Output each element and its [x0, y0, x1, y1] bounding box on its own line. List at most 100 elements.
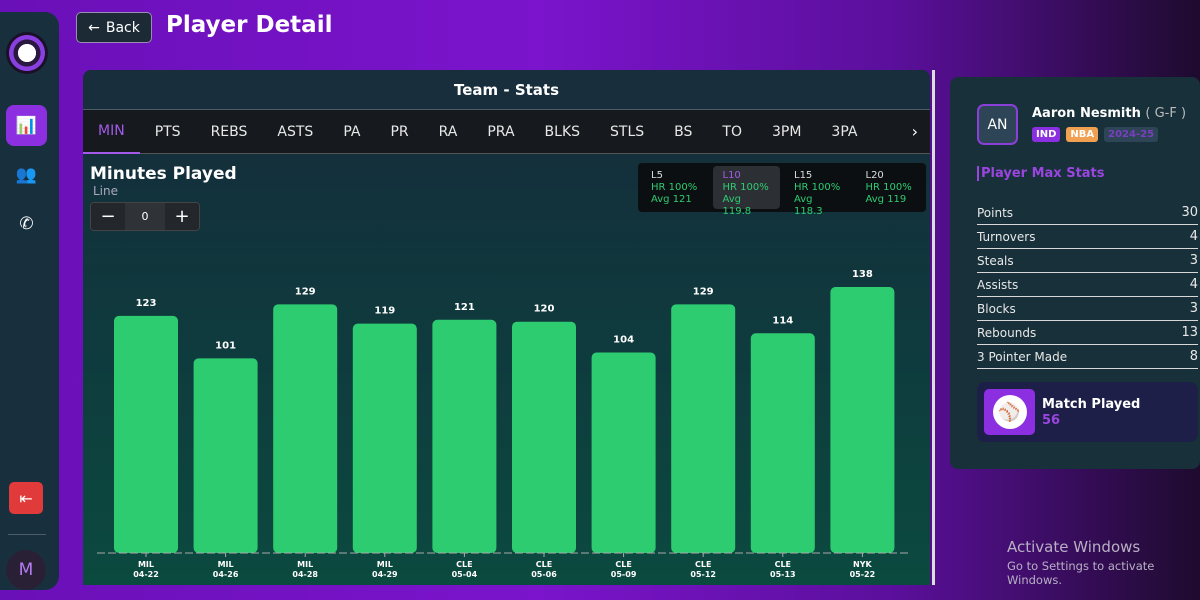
stat-row: Steals 3 [977, 249, 1198, 273]
hit-rate-label: L20 [865, 170, 884, 181]
x-tick-date: 05-06 [531, 570, 557, 579]
league-badge: NBA [1066, 127, 1099, 142]
tab-pr[interactable]: PR [390, 123, 409, 140]
x-tick-team: CLE [695, 560, 711, 569]
chevron-right-icon[interactable]: › [911, 122, 918, 141]
stat-value: 3 [1189, 253, 1198, 268]
x-tick-team: CLE [536, 560, 552, 569]
stat-row: 3 Pointer Made 8 [977, 345, 1198, 369]
stat-tabs: MIN PTS REBS ASTS PA PR RA PRA BLKS STLS BS TO 3PM 3P… [83, 110, 930, 154]
bar[interactable] [830, 287, 895, 553]
bar[interactable] [750, 333, 815, 553]
bar[interactable] [512, 321, 576, 553]
bar-value-label: 120 [534, 304, 555, 315]
x-tick-team: CLE [456, 560, 472, 569]
bar[interactable] [591, 352, 656, 553]
stat-value: 30 [1181, 205, 1198, 220]
stat-label: Blocks [977, 301, 1016, 316]
x-tick-team: MIL [218, 560, 234, 569]
stat-row: Assists 4 [977, 273, 1198, 297]
x-tick-date: 05-09 [611, 570, 637, 579]
app-logo[interactable] [6, 32, 48, 74]
logout-button[interactable]: ⇤ [9, 482, 43, 514]
tab-pra[interactable]: PRA [487, 123, 515, 140]
nav-teams[interactable]: 👥 [6, 154, 47, 195]
tab-min[interactable]: MIN [83, 110, 140, 154]
watermark-title: Activate Windows [1007, 538, 1141, 556]
logout-icon: ⇤ [19, 488, 33, 508]
hit-rate-hr: HR 100% [794, 182, 841, 193]
scrollbar[interactable] [932, 70, 935, 585]
stat-label: Turnovers [977, 229, 1036, 244]
line-label: Line [93, 184, 119, 198]
x-tick-date: 04-26 [213, 570, 239, 579]
bar[interactable] [273, 304, 338, 553]
x-tick-team: MIL [138, 560, 154, 569]
tab-ra[interactable]: RA [438, 123, 458, 140]
bar[interactable] [432, 319, 497, 553]
x-tick-date: 04-28 [292, 570, 318, 579]
x-tick-team: NYK [853, 560, 872, 569]
x-tick-team: MIL [377, 560, 393, 569]
x-tick-team: MIL [297, 560, 313, 569]
tab-3pm[interactable]: 3PM [771, 123, 802, 140]
player-avatar: AN [977, 104, 1018, 145]
bar[interactable] [352, 323, 417, 553]
player-card: AN Aaron Nesmith ( G-F ) IND NBA 2024-25… [950, 77, 1200, 469]
hit-rate-avg: Avg 119 [865, 194, 907, 205]
stat-value: 3 [1189, 301, 1198, 316]
tab-rebs[interactable]: REBS [210, 123, 248, 140]
increment-button[interactable]: + [165, 203, 199, 230]
nav-whatsapp[interactable]: ✆ [6, 203, 47, 244]
bar-value-label: 129 [295, 286, 316, 297]
bar-value-label: 138 [852, 269, 873, 280]
tab-asts[interactable]: ASTS [277, 123, 314, 140]
user-avatar[interactable]: M [6, 550, 46, 590]
season-badge: 2024-25 [1104, 127, 1159, 142]
position-text: ( G-F ) [1145, 106, 1187, 121]
x-tick-date: 05-04 [452, 570, 478, 579]
hit-rate-l5[interactable]: L5 HR 100% Avg 121 [641, 166, 709, 209]
tab-pa[interactable]: PA [343, 123, 361, 140]
tab-to[interactable]: TO [722, 123, 742, 140]
back-button[interactable]: ← Back [76, 12, 152, 43]
hit-rate-avg: Avg 119.8 [722, 194, 752, 217]
tab-stls[interactable]: STLS [610, 123, 645, 140]
panel-title: Team - Stats [83, 70, 930, 110]
stat-label: 3 Pointer Made [977, 349, 1068, 364]
hit-rate-selector: L5 HR 100% Avg 121 L10 HR 100% Avg 119.8 L15 HR… [638, 163, 926, 217]
arrow-left-icon: ← [88, 19, 100, 36]
x-tick-team: CLE [775, 560, 791, 569]
stat-row: Points 30 [977, 201, 1198, 225]
stat-value: 4 [1189, 277, 1198, 292]
bar-value-label: 123 [136, 298, 157, 309]
users-icon: 👥 [15, 164, 38, 185]
hit-rate-l20[interactable]: L20 HR 100% Avg 119 [856, 166, 924, 209]
whatsapp-icon: ✆ [19, 213, 34, 234]
hit-rate-hr: HR 100% [865, 182, 912, 193]
hit-rate-hr: HR 100% [722, 182, 769, 193]
stat-value: 8 [1189, 349, 1198, 364]
tab-blks[interactable]: BLKS [544, 123, 581, 140]
back-label: Back [105, 19, 140, 36]
decrement-button[interactable]: − [91, 203, 125, 230]
bar-value-label: 121 [454, 302, 475, 313]
name-text: Aaron Nesmith [1032, 106, 1141, 121]
bar[interactable] [193, 358, 258, 553]
hit-rate-l10[interactable]: L10 HR 100% Avg 119.8 [712, 166, 780, 217]
nav-stats[interactable]: 📊 [6, 105, 47, 146]
hit-rate-label: L5 [651, 170, 663, 181]
player-badges: IND NBA 2024-25 [1032, 127, 1159, 142]
line-input[interactable]: 0 [125, 203, 165, 230]
bar[interactable] [671, 304, 736, 553]
sidebar: 📊 👥 ✆ ⇤ M [0, 12, 59, 590]
hit-rate-l15[interactable]: L15 HR 100% Avg 118.3 [784, 166, 852, 217]
match-played-label: Match Played [1042, 397, 1141, 412]
tab-pts[interactable]: PTS [154, 123, 181, 140]
tab-3pa[interactable]: 3PA [831, 123, 858, 140]
bar[interactable] [114, 315, 178, 553]
tab-bs[interactable]: BS [674, 123, 693, 140]
page-title: Player Detail [166, 12, 333, 38]
bar-value-label: 114 [772, 315, 793, 326]
stat-row: Rebounds 13 [977, 321, 1198, 345]
